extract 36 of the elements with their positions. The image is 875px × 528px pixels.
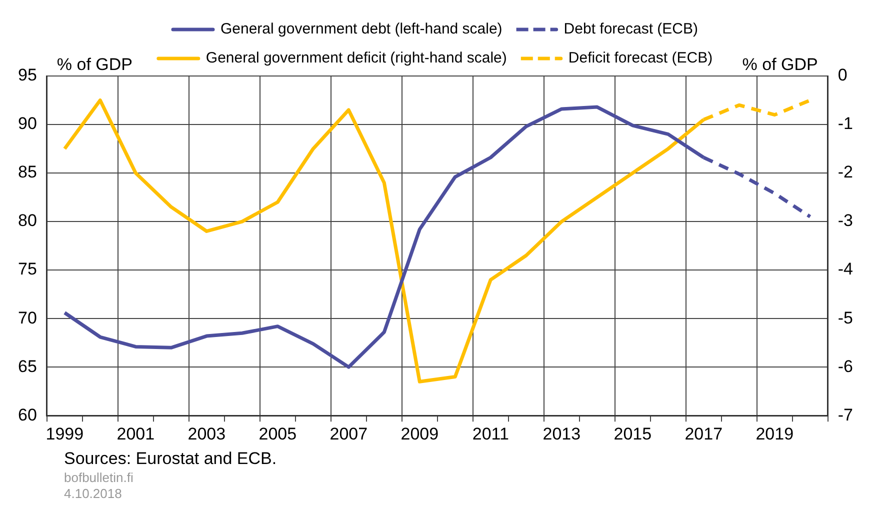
- y2-tick-label: 0: [838, 66, 848, 85]
- y2-tick-label: -2: [838, 162, 854, 182]
- y-tick-label: 85: [18, 162, 37, 182]
- legend-label: Deficit forecast (ECB): [568, 50, 713, 67]
- x-tick-label: 2005: [258, 424, 297, 444]
- x-tick-label: 2017: [684, 424, 723, 444]
- x-tick-label: 2009: [400, 424, 439, 444]
- x-tick-label: 2013: [542, 424, 581, 444]
- y2-tick-label: -7: [838, 405, 854, 424]
- y-tick-label: 60: [18, 405, 37, 424]
- source-note: Sources: Eurostat and ECB.: [64, 448, 278, 470]
- legend-label: General government deficit (right-hand scale): [206, 50, 507, 67]
- x-tick-label: 2019: [756, 424, 794, 444]
- x-tick-label: 2007: [330, 424, 368, 444]
- y-tick-label: 65: [18, 356, 37, 376]
- legend-label: General government debt (left-hand scale): [220, 20, 502, 38]
- text: bofbulletin.fi: [64, 470, 134, 486]
- y-axis-title: % of GDP: [56, 55, 133, 74]
- x-tick-label: 2001: [116, 424, 155, 444]
- y-tick-label: 75: [18, 260, 37, 279]
- y2-tick-label: -3: [838, 211, 854, 230]
- y2-tick-label: -6: [838, 356, 854, 376]
- y-tick-label: 90: [18, 114, 37, 134]
- x-tick-label: 1999: [46, 424, 84, 444]
- x-tick-label: 2015: [614, 424, 652, 444]
- y-tick-label: 70: [18, 308, 37, 328]
- y2-axis-title: % of GDP: [742, 55, 818, 74]
- legend-label: Debt forecast (ECB): [564, 20, 698, 38]
- y2-tick-label: -4: [838, 260, 854, 279]
- y2-tick-label: -1: [838, 114, 854, 134]
- x-tick-label: 2011: [472, 424, 509, 444]
- y2-tick-label: -5: [838, 308, 854, 328]
- y-tick-label: 95: [18, 66, 37, 85]
- x-tick-label: 2003: [188, 424, 226, 444]
- y-tick-label: 80: [18, 211, 37, 230]
- text: 4.10.2018: [64, 486, 123, 502]
